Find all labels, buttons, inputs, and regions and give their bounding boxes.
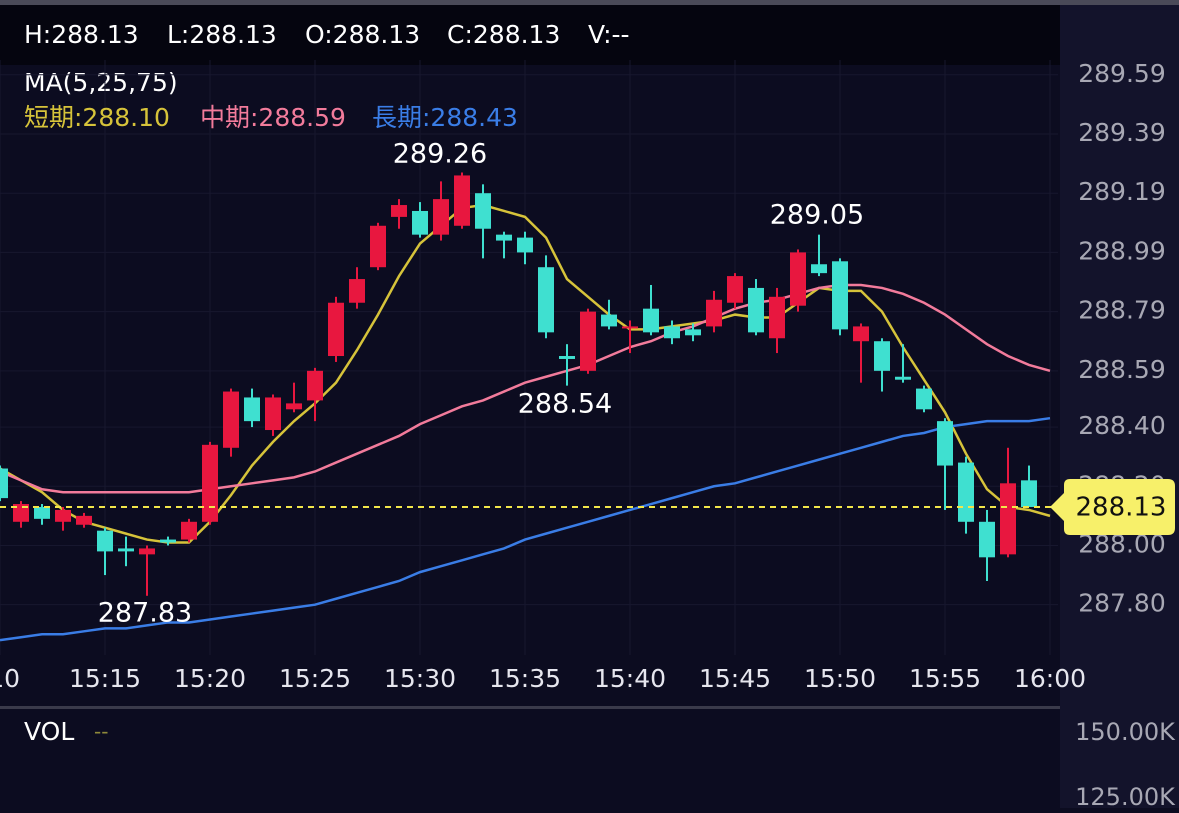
x-tick-label: 15:25 <box>279 664 351 693</box>
candle-body <box>706 299 722 327</box>
candle-body <box>181 521 197 540</box>
candle-body <box>559 356 575 359</box>
candle-body <box>349 279 365 303</box>
candle-body <box>433 199 449 235</box>
candle-body <box>874 341 890 371</box>
candle-body <box>55 509 71 522</box>
volume-tick-label: 125.00K <box>1075 783 1176 808</box>
candle-body <box>34 506 50 519</box>
candle-body <box>916 388 932 410</box>
candle-body <box>811 264 827 274</box>
last-price-badge <box>1050 478 1175 535</box>
annotation: 287.83 <box>98 598 192 629</box>
x-tick-label: 15:20 <box>174 664 246 693</box>
y-tick-label: 288.79 <box>1078 296 1165 325</box>
candle-body <box>727 276 743 303</box>
candle-body <box>328 302 344 357</box>
x-tick-label: 15:15 <box>69 664 141 693</box>
axis-panel <box>1060 0 1179 808</box>
candle-body <box>307 370 323 401</box>
candle-body <box>0 468 8 499</box>
y-tick-label: 288.40 <box>1078 411 1165 440</box>
top-strip <box>0 0 1179 5</box>
x-tick-label: 15:30 <box>384 664 456 693</box>
candle-body <box>160 539 176 543</box>
candle-body <box>97 530 113 552</box>
candle-body <box>118 548 134 552</box>
annotation: 289.05 <box>770 200 864 231</box>
header-stat: C:288.13 <box>447 20 560 49</box>
ma-title: MA(5,25,75) <box>24 68 178 97</box>
volume-value: -- <box>94 720 108 744</box>
x-tick-label: 15:50 <box>804 664 876 693</box>
candle-body <box>643 308 659 333</box>
candle-body <box>286 403 302 410</box>
annotation: 288.54 <box>518 389 612 420</box>
y-tick-label: 289.59 <box>1078 59 1165 88</box>
candle-body <box>391 205 407 217</box>
header-stat: V:-- <box>588 20 630 49</box>
candle-body <box>937 421 953 466</box>
candle-body <box>244 397 260 422</box>
candle-body <box>1021 480 1037 507</box>
candle-body <box>517 237 533 253</box>
candle-body <box>223 391 239 448</box>
panel-separator <box>0 706 1060 709</box>
ma-line <box>0 416 1051 642</box>
volume-tick-label: 150.00K <box>1075 718 1176 746</box>
legend-entry: 中期:288.59 <box>200 103 346 132</box>
candle-body <box>790 252 806 306</box>
candle-body <box>13 504 29 522</box>
annotation: 289.26 <box>393 139 487 170</box>
candle-body <box>370 225 386 268</box>
x-tick-label: 15:40 <box>594 664 666 693</box>
header-stat: O:288.13 <box>305 20 420 49</box>
candle-body <box>853 326 869 342</box>
y-tick-label: 289.19 <box>1078 177 1165 206</box>
x-tick-label: 15:45 <box>699 664 771 693</box>
candle-body <box>769 296 785 339</box>
candle-body <box>685 329 701 336</box>
candle-body <box>979 521 995 558</box>
candle-body <box>139 548 155 555</box>
candle-body <box>454 175 470 226</box>
ma-line <box>0 283 1051 494</box>
candle-body <box>958 462 974 522</box>
header-bar <box>0 5 1060 65</box>
candle-body <box>601 314 617 327</box>
candle-body <box>538 267 554 333</box>
header-stat: L:288.13 <box>167 20 277 49</box>
legend-entry: 短期:288.10 <box>24 103 170 132</box>
volume-title: VOL <box>24 717 74 746</box>
y-tick-label: 288.59 <box>1078 355 1165 384</box>
y-tick-label: 289.39 <box>1078 118 1165 147</box>
candle-body <box>664 326 680 339</box>
x-tick-label: 15:55 <box>909 664 981 693</box>
candle-body <box>748 287 764 333</box>
last-price-label: 288.13 <box>1076 492 1167 522</box>
x-tick-label: 15:10 <box>0 664 20 693</box>
y-tick-label: 288.99 <box>1078 236 1165 265</box>
x-tick-label: 15:35 <box>489 664 561 693</box>
candle-body <box>412 210 428 235</box>
candle-body <box>202 444 218 522</box>
candle-body <box>265 397 281 431</box>
legend-entry: 長期:288.43 <box>372 103 518 132</box>
candle-body <box>496 234 512 241</box>
candle-body <box>580 311 596 371</box>
y-tick-label: 287.80 <box>1078 589 1165 618</box>
candle-body <box>832 261 848 330</box>
candle-body <box>895 376 911 380</box>
candle-body <box>475 193 491 229</box>
candle-body <box>622 326 638 329</box>
candle-body <box>1000 483 1016 555</box>
candle-body <box>76 515 92 525</box>
x-tick-label: 16:00 <box>1014 664 1086 693</box>
header-stat: H:288.13 <box>24 20 139 49</box>
